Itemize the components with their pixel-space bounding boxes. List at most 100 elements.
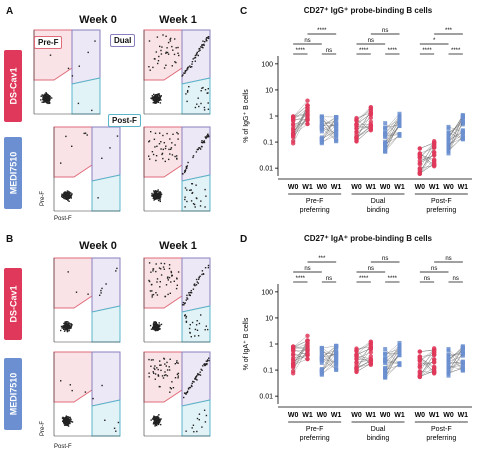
- chart-d-point: [397, 340, 402, 345]
- chart-d-pair-line: [356, 349, 371, 369]
- flow-event: [207, 102, 209, 104]
- chart-c-point: [319, 127, 324, 132]
- flow-event: [186, 390, 189, 392]
- flow-event: [189, 189, 191, 191]
- flow-event: [201, 273, 203, 276]
- chart-c-point: [305, 103, 310, 108]
- chart-d-pair-line: [356, 359, 371, 363]
- gate-postf: [181, 174, 211, 212]
- flow-event: [116, 267, 118, 270]
- flow-event: [151, 97, 153, 99]
- chart-d-point: [383, 356, 388, 361]
- flow-event: [148, 141, 150, 143]
- flow-event: [65, 419, 67, 421]
- flow-event: [154, 421, 157, 423]
- flow-event: [101, 287, 103, 290]
- gate-label-pref: Pre-F: [34, 36, 63, 49]
- flow-event: [164, 371, 166, 373]
- chart-d-point: [368, 339, 374, 345]
- chart-c-pair-line: [356, 117, 371, 129]
- chart-c-point: [305, 112, 310, 117]
- chart-d-pair-line: [385, 348, 400, 364]
- flow-event: [101, 157, 103, 159]
- flow-event: [160, 268, 162, 270]
- flow-event: [62, 416, 64, 419]
- flow-event: [157, 101, 160, 103]
- chart-c-pair-line: [321, 128, 337, 140]
- flow-event: [155, 326, 158, 328]
- flow-event: [164, 160, 166, 163]
- flow-event: [207, 108, 210, 110]
- flow-event: [165, 145, 167, 147]
- flow-event: [155, 195, 158, 197]
- flow-event: [205, 414, 208, 417]
- flow-event: [196, 329, 199, 331]
- flow-event: [202, 86, 204, 89]
- gate-postf: [91, 305, 121, 343]
- flow-event: [66, 322, 68, 325]
- flow-event: [205, 137, 207, 140]
- flow-event: [188, 86, 190, 88]
- flow-event: [189, 294, 191, 297]
- flow-event: [205, 360, 208, 362]
- flow-event: [191, 61, 194, 63]
- flow-event: [190, 189, 192, 191]
- flow-b-yaxis-label: Pre-F: [40, 421, 46, 436]
- chart-c-xtick-label: W1: [366, 184, 377, 191]
- flow-event: [175, 47, 177, 49]
- flow-event: [64, 417, 66, 419]
- flow-event: [203, 44, 205, 46]
- flow-event: [186, 298, 189, 300]
- flow-event: [155, 51, 157, 53]
- flow-event: [92, 397, 94, 400]
- flow-plot-svg: [143, 257, 211, 343]
- chart-c-sig-label: ns: [326, 48, 332, 54]
- flow-event: [46, 97, 48, 99]
- chart-d-pair-line: [419, 354, 435, 376]
- flow-event: [190, 384, 193, 387]
- flow-event: [160, 274, 163, 276]
- flow-event: [196, 52, 198, 55]
- chart-d-point: [417, 355, 423, 360]
- chart-d-title: CD27⁺ IgA⁺ probe-binding B cells: [303, 234, 432, 243]
- flow-event: [186, 91, 189, 93]
- flow-event: [204, 136, 206, 138]
- flow-event: [203, 43, 205, 46]
- flow-event: [170, 281, 172, 283]
- chart-d-point: [334, 350, 339, 355]
- flow-event: [62, 194, 64, 196]
- chart-c-point: [305, 98, 310, 103]
- flow-event: [160, 262, 162, 265]
- chart-c-pair-line: [384, 121, 400, 144]
- flow-event: [148, 279, 150, 282]
- flow-event: [207, 134, 210, 137]
- flow-event: [165, 51, 167, 53]
- flow-event: [64, 419, 66, 422]
- flow-event: [163, 67, 166, 69]
- flow-event: [162, 157, 164, 160]
- chart-d-pair-line: [356, 363, 371, 372]
- flow-event: [152, 417, 155, 419]
- flow-event: [42, 98, 44, 100]
- chart-d-pair-line: [419, 350, 435, 352]
- flow-event: [156, 327, 159, 330]
- chart-c-point: [354, 138, 359, 144]
- flow-event: [155, 155, 158, 157]
- flow-event: [153, 93, 155, 96]
- chart-d-sig-label: ***: [318, 256, 326, 262]
- flow-event: [194, 335, 196, 337]
- flow-event: [185, 393, 187, 395]
- chart-d-xtick-label: W0: [317, 412, 328, 419]
- flow-event: [68, 193, 70, 195]
- flow-event: [159, 324, 161, 326]
- flow-event: [164, 295, 167, 298]
- chart-c-point: [397, 124, 402, 129]
- flow-event: [45, 94, 47, 96]
- chart-c-point: [460, 119, 465, 124]
- flow-event: [197, 374, 200, 376]
- flow-event: [154, 198, 156, 200]
- chart-c-group-label: Post-F: [431, 198, 452, 205]
- chart-c-pair-line: [448, 128, 463, 140]
- flow-event: [194, 378, 196, 380]
- chart-d-pair-line: [356, 356, 371, 366]
